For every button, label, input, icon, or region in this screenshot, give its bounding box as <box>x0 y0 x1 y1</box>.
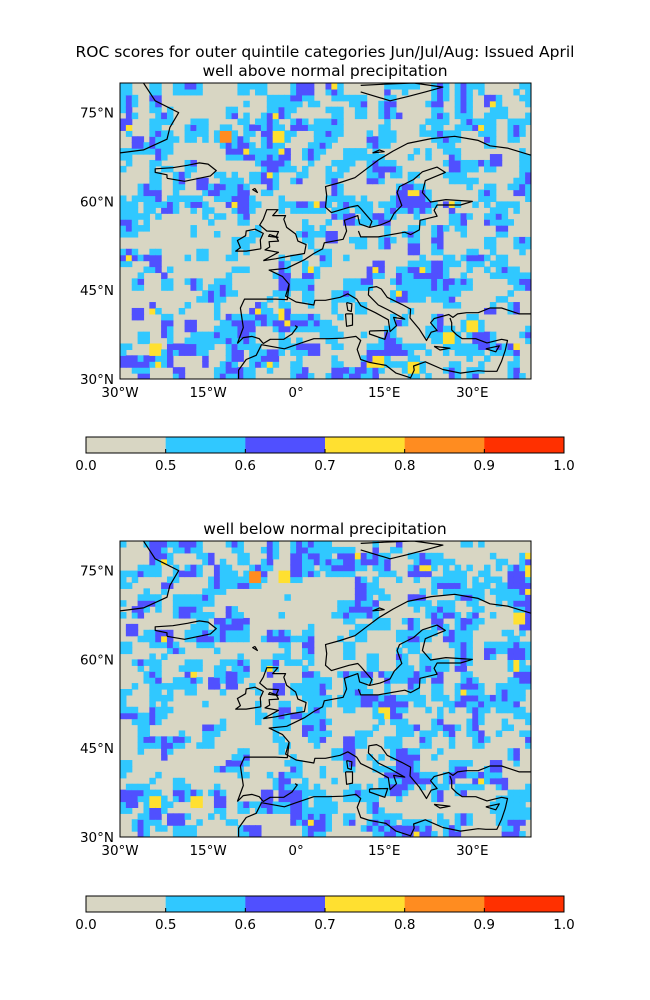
colorbar-tick-label: 0.6 <box>235 917 256 933</box>
colorbar-segment <box>245 437 326 453</box>
colorbar-tick-label: 0.9 <box>474 917 495 933</box>
colorbar-segment <box>484 896 565 912</box>
colorbar-tick-label: 0.5 <box>155 917 176 933</box>
x-tick-label: 15°W <box>189 843 226 859</box>
x-tick-label: 30°E <box>456 385 488 401</box>
colorbar-segment <box>325 437 405 453</box>
x-tick-label: 0° <box>288 385 303 401</box>
colorbar-tick-label: 1.0 <box>553 458 574 474</box>
y-tick-label: 60°N <box>80 194 114 210</box>
colorbar-segment <box>165 896 246 912</box>
map-frame-2 <box>119 540 532 838</box>
colorbar-tick-label: 0.9 <box>474 458 495 474</box>
colorbar-segment <box>245 896 326 912</box>
y-tick-label: 60°N <box>80 652 114 668</box>
roc-field-1 <box>120 83 531 379</box>
y-tick-label: 30°N <box>80 372 114 388</box>
colorbar-segment <box>484 437 565 453</box>
figure-title: ROC scores for outer quintile categories… <box>75 43 574 61</box>
y-tick-label: 75°N <box>80 564 114 580</box>
colorbar-segment <box>325 896 405 912</box>
colorbar-tick-label: 1.0 <box>553 917 574 933</box>
colorbar-tick-label: 0.7 <box>314 917 335 933</box>
colorbar-tick-label: 0.7 <box>314 458 335 474</box>
colorbar-tick-label: 0.5 <box>155 458 176 474</box>
map-panel-2: 30°W 15°W 0° 15°E 30°E 30°N 45°N 60°N 75°N 0.0 0.5… <box>75 540 575 933</box>
x-tick-label: 30°W <box>101 843 138 859</box>
x-tick-label: 15°E <box>368 385 400 401</box>
colorbar-segment <box>404 437 485 453</box>
panel-2-title: well below normal precipitation <box>203 520 446 538</box>
y-tick-label: 75°N <box>80 106 114 122</box>
colorbar-tick-label: 0.0 <box>75 458 96 474</box>
coastlines-1 <box>120 83 531 379</box>
panel-1-title: well above normal precipitation <box>202 62 447 80</box>
map-frame-1 <box>119 82 532 380</box>
colorbar-tick-label: 0.6 <box>235 458 256 474</box>
y-tick-label: 30°N <box>80 830 114 846</box>
x-tick-label: 30°W <box>101 385 138 401</box>
roc-field-2 <box>120 541 531 837</box>
y-tick-label: 45°N <box>80 741 114 757</box>
x-tick-label: 30°E <box>456 843 488 859</box>
colorbar-tick-label: 0.8 <box>394 458 415 474</box>
colorbar-segment <box>86 437 166 453</box>
colorbar-1: 0.0 0.5 0.6 0.7 0.8 0.9 1.0 <box>75 436 575 474</box>
colorbar-segment <box>86 896 166 912</box>
x-tick-label: 15°W <box>189 385 226 401</box>
coastlines-2 <box>120 541 531 837</box>
colorbar-2: 0.0 0.5 0.6 0.7 0.8 0.9 1.0 <box>75 895 575 933</box>
colorbar-segment <box>165 437 246 453</box>
colorbar-segment <box>404 896 485 912</box>
x-tick-label: 15°E <box>368 843 400 859</box>
colorbar-tick-label: 0.0 <box>75 917 96 933</box>
y-tick-label: 45°N <box>80 283 114 299</box>
map-panel-1: 30°W 15°W 0° 15°E 30°E 30°N 45°N 60°N 75°N 0.0 0.5… <box>75 82 575 474</box>
x-tick-label: 0° <box>288 843 303 859</box>
colorbar-tick-label: 0.8 <box>394 917 415 933</box>
